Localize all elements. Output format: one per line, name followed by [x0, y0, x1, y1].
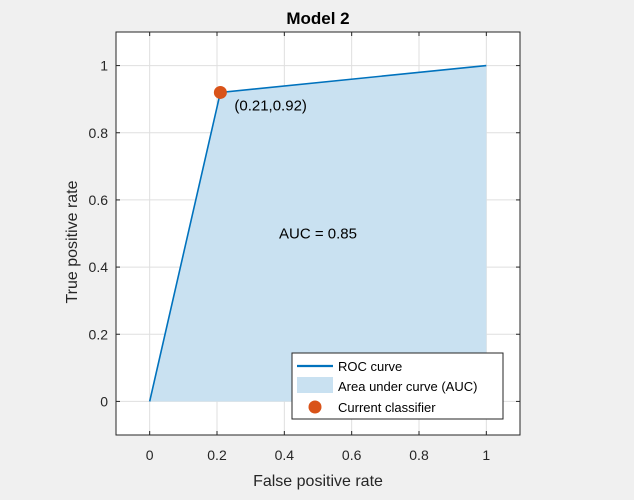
legend-roc-label: ROC curve	[338, 359, 402, 374]
y-tick-label-1: 0.2	[89, 326, 109, 342]
y-axis-label: True positive rate	[64, 180, 81, 303]
x-tick-label-4: 0.8	[409, 447, 429, 463]
legend-classifier-swatch	[308, 400, 322, 414]
axis-ticks: 0 0.2 0.4 0.6 0.8 1 0 0.2 0.4 0.6 0.8 1	[89, 32, 520, 463]
y-tick-label-5: 1	[100, 58, 108, 74]
legend-auc-label: Area under curve (AUC)	[338, 379, 477, 394]
x-tick-label-2: 0.4	[275, 447, 295, 463]
y-tick-label-3: 0.6	[89, 192, 109, 208]
chart-title: Model 2	[286, 9, 349, 28]
x-tick-label-5: 1	[482, 447, 490, 463]
y-tick-label-2: 0.4	[89, 259, 109, 275]
legend: ROC curve Area under curve (AUC) Current…	[291, 352, 504, 420]
x-tick-label-1: 0.2	[207, 447, 227, 463]
plot-frame	[115, 31, 521, 436]
x-tick-label-3: 0.6	[342, 447, 362, 463]
auc-annotation: AUC = 0.85	[279, 226, 357, 243]
y-tick-label-0: 0	[100, 393, 108, 409]
legend-classifier-label: Current classifier	[338, 400, 436, 415]
x-tick-label-0: 0	[146, 447, 154, 463]
classifier-point-label: (0.21,0.92)	[234, 97, 307, 114]
x-axis-label: False positive rate	[253, 473, 383, 490]
auc-area	[149, 65, 487, 402]
y-tick-label-4: 0.8	[89, 125, 109, 141]
current-classifier-point	[213, 85, 227, 99]
legend-auc-swatch	[297, 377, 333, 393]
